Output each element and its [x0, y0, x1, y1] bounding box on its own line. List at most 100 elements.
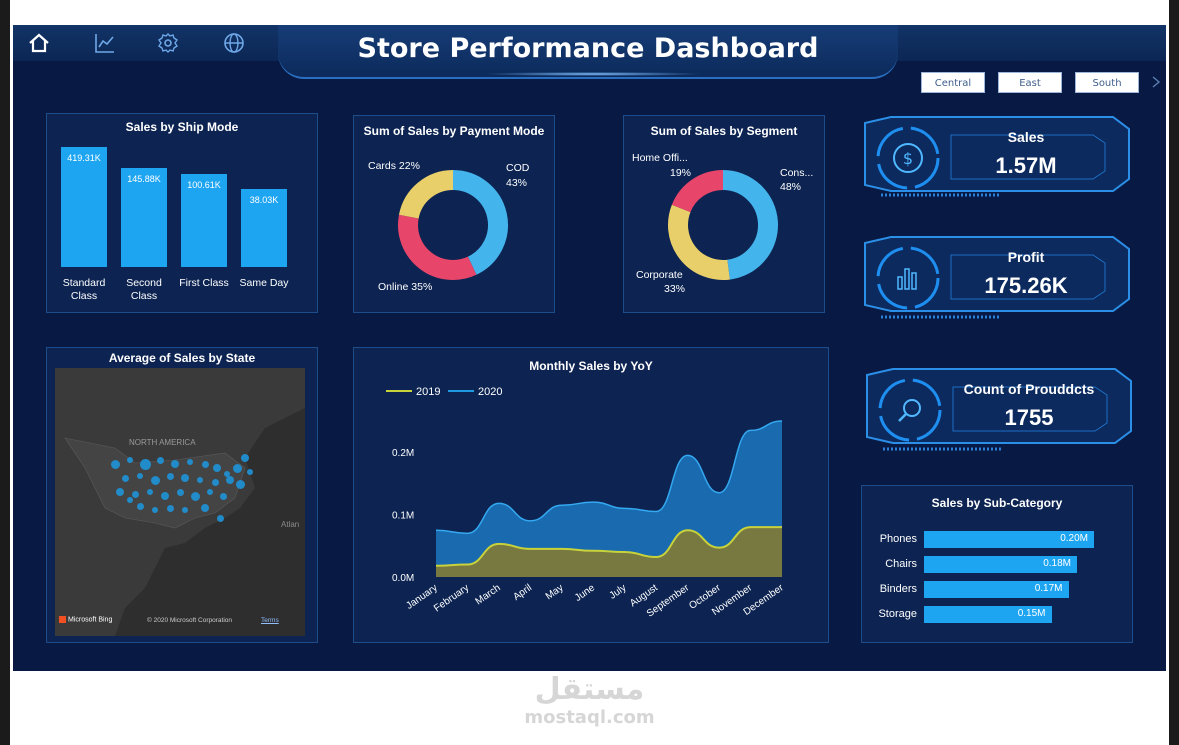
ship-mode-category: First Class [171, 277, 237, 290]
legend-label-2020: 2020 [478, 386, 502, 398]
map-data-point[interactable] [241, 454, 249, 462]
kpi-frame [866, 368, 1132, 451]
map-data-point[interactable] [190, 491, 200, 501]
sales-kpi-value: 1.57M [995, 153, 1057, 178]
map-landmass [55, 368, 305, 636]
x-tick-label: April [511, 582, 534, 602]
map-data-point[interactable] [161, 492, 169, 500]
map-data-point[interactable] [121, 474, 129, 482]
map-data-point[interactable] [235, 479, 245, 489]
settings-icon[interactable] [156, 31, 180, 55]
count-kpi-label: Count of Prouddcts [963, 381, 1095, 397]
payment-slice-online [398, 214, 477, 280]
subcategory-bar[interactable]: 0.15M [924, 606, 1052, 623]
map-terms-link[interactable]: Terms [261, 617, 279, 624]
subcategory-title: Sales by Sub-Category [931, 496, 1063, 510]
subcategory-label: Storage [878, 608, 917, 620]
map-copyright: © 2020 Microsoft Corporation [147, 617, 232, 624]
map-data-point[interactable] [232, 463, 242, 473]
subcategory-bar[interactable]: 0.17M [924, 581, 1069, 598]
map-data-point[interactable] [156, 456, 164, 464]
map-data-point[interactable] [116, 488, 124, 496]
map-data-point[interactable] [152, 507, 158, 513]
map-data-point[interactable] [176, 488, 184, 496]
monthly-sales-chart: Monthly Sales by YoY 2019 2020 0.0M 0.1M 0.2M… [386, 359, 786, 620]
map-data-point[interactable] [213, 464, 221, 472]
title-glow [483, 72, 703, 76]
chevron-right-icon[interactable] [1151, 75, 1161, 89]
map-data-point[interactable] [201, 504, 209, 512]
payment-donut-chart [398, 170, 508, 280]
map-data-point[interactable] [139, 458, 151, 470]
monthly-sales-panel: Monthly Sales by YoY 2019 2020 0.0M 0.1M 0.2M… [353, 347, 829, 643]
subcategory-bar-value: 0.15M [1017, 608, 1046, 619]
ship-mode-title: Sales by Ship Mode [125, 120, 239, 134]
globe-icon[interactable] [222, 31, 246, 55]
filter-east-button[interactable]: East [998, 72, 1062, 93]
ship-mode-bar[interactable]: 100.61K [181, 174, 227, 267]
home-icon[interactable] [27, 31, 51, 55]
map-data-point[interactable] [171, 460, 179, 468]
ship-mode-bar[interactable]: 38.03K [241, 189, 287, 267]
filter-central-button[interactable]: Central [921, 72, 985, 93]
map-data-point[interactable] [166, 472, 174, 480]
map-data-point[interactable] [207, 489, 213, 495]
svg-text:$: $ [903, 149, 913, 168]
subcategory-panel: Sales by Sub-Category Phones 0.20M Chairs 0… [861, 485, 1133, 643]
state-map-panel: Average of Sales by State NORTH AMERICA … [46, 347, 318, 643]
map-data-point[interactable] [131, 490, 139, 498]
segment-slice-corporate [668, 204, 730, 280]
line-2020 [435, 420, 783, 535]
subcategory-bar[interactable]: 0.18M [924, 556, 1077, 573]
segment-panel: Sum of Sales by Segment Home Offi... 19%… [623, 115, 825, 313]
ship-mode-bar[interactable]: 145.88K [121, 167, 167, 267]
ship-mode-category-line: Second [126, 277, 162, 289]
sales-kpi-card: $ Sales 1.57M [861, 113, 1133, 201]
cod-name-label: COD [506, 162, 530, 174]
map-data-point[interactable] [197, 477, 203, 483]
watermark-latin: mostaql.com [524, 707, 655, 728]
map-data-point[interactable] [147, 489, 153, 495]
consumer-pct-label: 48% [780, 181, 802, 193]
ship-mode-bar-value: 145.88K [127, 173, 161, 184]
online-label: Online 35% [378, 281, 433, 293]
cod-pct-label: 43% [506, 177, 528, 189]
segment-slice-homeoffi [671, 170, 724, 213]
map-data-point[interactable] [216, 514, 224, 522]
payment-slice-cod [452, 170, 508, 275]
map-data-point[interactable] [137, 473, 143, 479]
subcategory-label: Chairs [885, 558, 917, 570]
map-data-point[interactable] [182, 507, 188, 513]
map-data-point[interactable] [211, 478, 219, 486]
map-data-point[interactable] [110, 459, 120, 469]
map-data-point[interactable] [224, 471, 230, 477]
home-office-name-label: Home Offi... [632, 152, 688, 164]
map-data-point[interactable] [201, 460, 209, 468]
ship-mode-category-line: Same Day [239, 277, 289, 289]
kpi-frame [864, 116, 1130, 197]
map-data-point[interactable] [127, 457, 133, 463]
map-data-point[interactable] [150, 475, 160, 485]
line-chart-icon[interactable] [93, 31, 117, 55]
right-frame [1169, 0, 1179, 745]
map-data-point[interactable] [166, 504, 174, 512]
map-data-point[interactable] [219, 492, 227, 500]
corporate-name-label: Corporate [636, 269, 683, 281]
state-map[interactable]: NORTH AMERICA Atlan Microsoft Bing © 202… [55, 368, 305, 636]
payment-mode-title: Sum of Sales by Payment Mode [363, 124, 545, 138]
subcategory-bar[interactable]: 0.20M [924, 531, 1094, 548]
ship-mode-bar[interactable]: 419.31K [61, 147, 107, 267]
subcategory-bar-value: 0.17M [1034, 583, 1063, 594]
map-data-point[interactable] [187, 459, 193, 465]
filter-south-button[interactable]: South [1075, 72, 1139, 93]
bing-logo: Microsoft Bing [59, 616, 112, 623]
subcategory-label: Phones [879, 533, 917, 545]
map-data-point[interactable] [247, 469, 253, 475]
bing-logo-text: Microsoft Bing [68, 616, 113, 624]
map-data-point[interactable] [127, 497, 133, 503]
page-title: Store Performance Dashboard [357, 33, 819, 64]
map-data-point[interactable] [226, 476, 234, 484]
map-data-point[interactable] [136, 502, 144, 510]
map-data-point[interactable] [181, 474, 189, 482]
sales-kpi-label: Sales [1007, 129, 1045, 145]
